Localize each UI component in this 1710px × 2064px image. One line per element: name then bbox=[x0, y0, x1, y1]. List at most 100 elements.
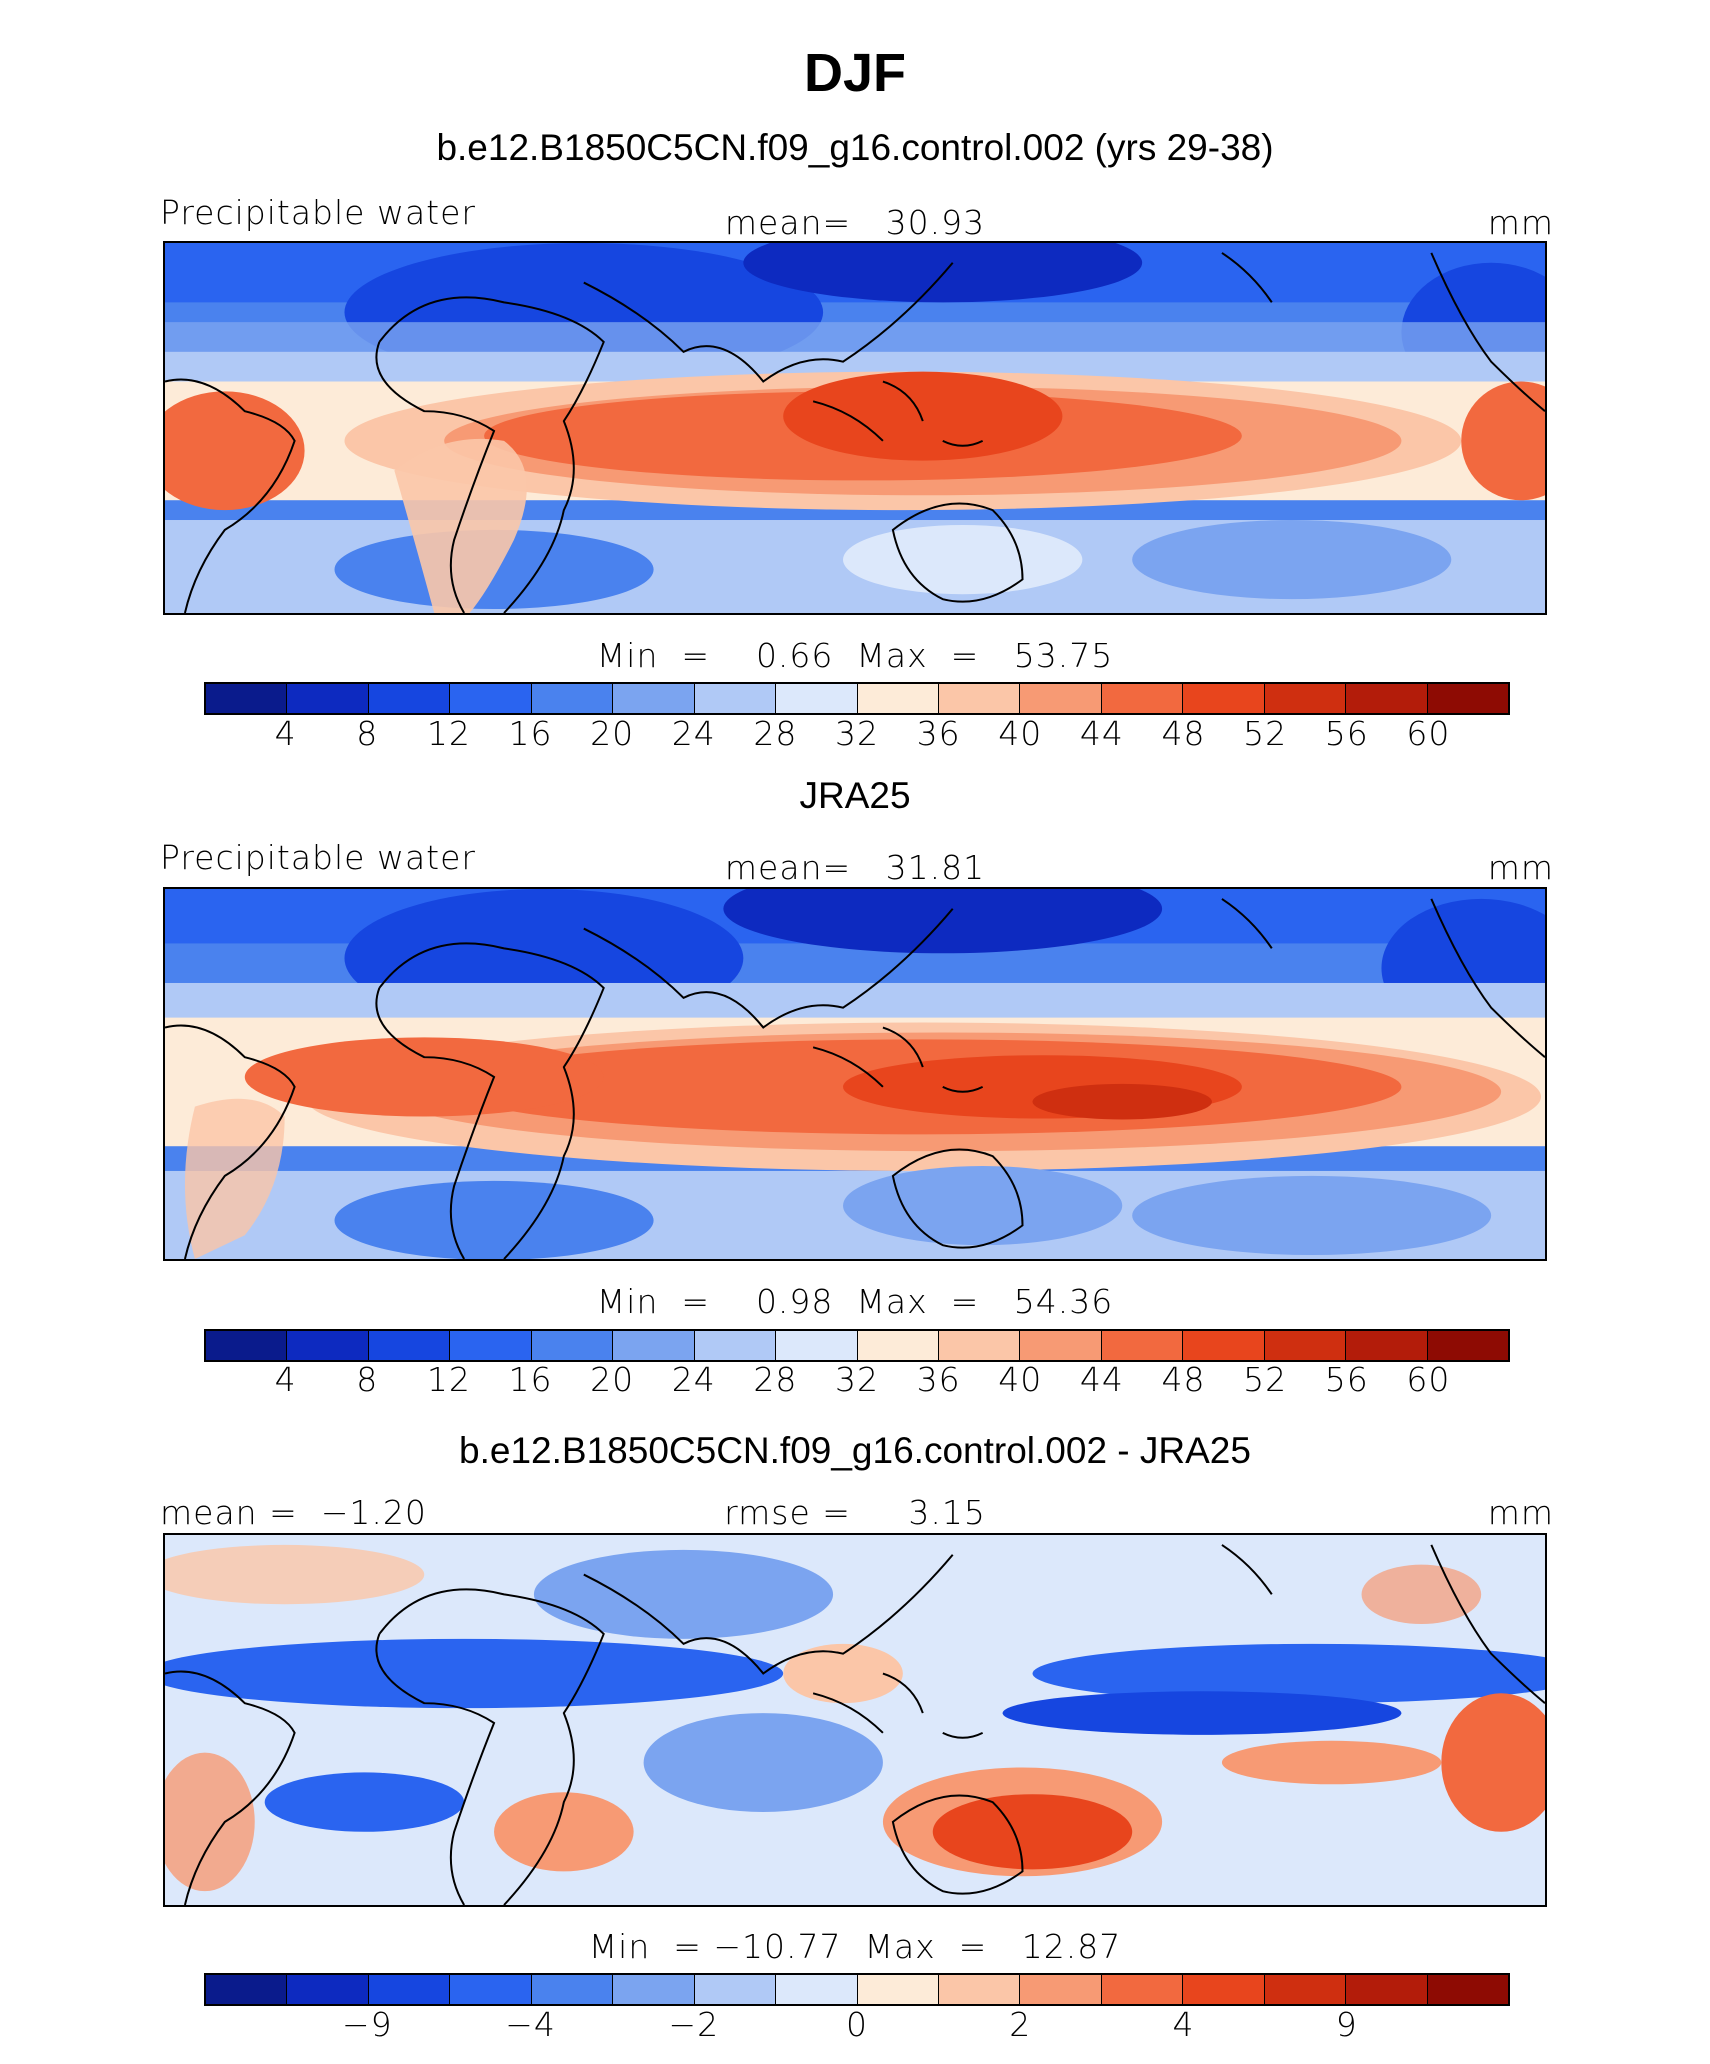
colorbar-box bbox=[1264, 1975, 1347, 2004]
panel-1-minmax: Min = 0.66 Max = 53.75 bbox=[596, 636, 1114, 675]
panel-2-colorbar bbox=[204, 1329, 1510, 1362]
colorbar-tick-label: 44 bbox=[1079, 1360, 1124, 1399]
colorbar-tick-label: 4 bbox=[274, 1360, 297, 1399]
colorbar-box bbox=[857, 1331, 939, 1360]
colorbar-box bbox=[1427, 1331, 1508, 1360]
colorbar-box bbox=[531, 1975, 614, 2004]
panel-3-minmax: Min = −10.77 Max = 12.87 bbox=[588, 1927, 1122, 1966]
colorbar-box bbox=[1427, 684, 1508, 713]
colorbar-box bbox=[450, 1975, 532, 2004]
colorbar-tick-label: 40 bbox=[998, 1360, 1043, 1399]
colorbar-tick-label: 44 bbox=[1079, 714, 1124, 753]
colorbar-tick-label: 4 bbox=[1172, 2005, 1195, 2044]
colorbar-tick-label: 36 bbox=[916, 714, 961, 753]
colorbar-box bbox=[450, 1331, 532, 1360]
colorbar-tick-label: 32 bbox=[835, 1360, 879, 1399]
colorbar-tick-label: −2 bbox=[668, 2005, 720, 2044]
panel-2-colorbar-ticks: 4 8 12 16 20 24 28 32 36 40 44 48 52 56 60 bbox=[204, 1360, 1510, 1410]
panel-1-title: b.e12.B1850C5CN.f09_g16.control.002 (yrs… bbox=[436, 127, 1274, 168]
colorbar-box bbox=[1183, 684, 1265, 713]
panel-3-colorbar-ticks: −9 −4 −2 0 2 4 9 bbox=[204, 2005, 1510, 2055]
colorbar-box bbox=[857, 1975, 939, 2004]
colorbar-box bbox=[368, 684, 451, 713]
colorbar-tick-label: 60 bbox=[1406, 714, 1451, 753]
colorbar-box bbox=[613, 684, 695, 713]
colorbar-tick-label: 40 bbox=[998, 714, 1043, 753]
colorbar-box bbox=[368, 1331, 451, 1360]
colorbar-box bbox=[1183, 1975, 1265, 2004]
colorbar-box bbox=[1346, 684, 1428, 713]
colorbar-tick-label: 36 bbox=[916, 1360, 961, 1399]
panel-1-map-svg bbox=[165, 243, 1545, 613]
panel-2-variable-label: Precipitable water bbox=[160, 838, 476, 877]
colorbar-box bbox=[1101, 1331, 1184, 1360]
colorbar-tick-label: 8 bbox=[356, 714, 379, 753]
panel-3-map-svg bbox=[165, 1535, 1545, 1905]
colorbar-tick-label: 0 bbox=[846, 2005, 868, 2044]
colorbar-tick-label: 9 bbox=[1335, 2005, 1358, 2044]
colorbar-tick-label: 32 bbox=[835, 714, 879, 753]
panel-2-minmax: Min = 0.98 Max = 54.36 bbox=[596, 1282, 1114, 1321]
colorbar-box bbox=[531, 1331, 614, 1360]
colorbar-box bbox=[1346, 1331, 1428, 1360]
colorbar-box bbox=[694, 684, 777, 713]
colorbar-tick-label: 16 bbox=[508, 714, 553, 753]
colorbar-box bbox=[1101, 1975, 1184, 2004]
colorbar-box bbox=[1427, 1975, 1508, 2004]
panel-1-variable-label: Precipitable water bbox=[160, 193, 476, 232]
colorbar-box bbox=[1020, 1975, 1102, 2004]
colorbar-tick-label: −4 bbox=[505, 2005, 556, 2044]
figure-title: DJF bbox=[803, 43, 906, 103]
colorbar-box bbox=[613, 1975, 695, 2004]
colorbar-box bbox=[287, 1975, 369, 2004]
colorbar-tick-label: 52 bbox=[1243, 1360, 1288, 1399]
colorbar-tick-label: 28 bbox=[753, 1360, 798, 1399]
panel-1-map bbox=[163, 241, 1547, 615]
colorbar-tick-label: 56 bbox=[1324, 1360, 1369, 1399]
colorbar-tick-label: 4 bbox=[274, 714, 297, 753]
colorbar-tick-label: 20 bbox=[590, 714, 635, 753]
colorbar-tick-label: 12 bbox=[426, 714, 471, 753]
colorbar-box bbox=[694, 1975, 777, 2004]
colorbar-box bbox=[938, 1331, 1021, 1360]
colorbar-tick-label: 24 bbox=[671, 1360, 716, 1399]
panel-2-units-label: mm bbox=[1487, 848, 1554, 887]
colorbar-box bbox=[368, 1975, 451, 2004]
panel-1-mean-label: mean= 30.93 bbox=[724, 203, 986, 242]
panel-2-mean-label: mean= 31.81 bbox=[724, 848, 986, 887]
colorbar-tick-label: 16 bbox=[508, 1360, 553, 1399]
colorbar-box bbox=[450, 684, 532, 713]
colorbar-box bbox=[613, 1331, 695, 1360]
colorbar-box bbox=[857, 684, 939, 713]
panel-3-units-label: mm bbox=[1487, 1493, 1554, 1532]
colorbar-tick-label: 52 bbox=[1243, 714, 1288, 753]
colorbar-box bbox=[1264, 684, 1347, 713]
colorbar-tick-label: 48 bbox=[1161, 1360, 1206, 1399]
colorbar-box bbox=[776, 1975, 858, 2004]
colorbar-box bbox=[1020, 684, 1102, 713]
colorbar-box bbox=[1101, 684, 1184, 713]
panel-3-colorbar bbox=[204, 1973, 1510, 2006]
panel-3-mean-label: mean = −1.20 bbox=[160, 1493, 427, 1532]
colorbar-box bbox=[287, 1331, 369, 1360]
panel-2-map-svg bbox=[165, 889, 1545, 1259]
colorbar-box bbox=[206, 684, 288, 713]
panel-1-units-label: mm bbox=[1487, 203, 1554, 242]
colorbar-tick-label: −9 bbox=[341, 2005, 393, 2044]
colorbar-box bbox=[287, 684, 369, 713]
panel-3-rmse-label: rmse = 3.15 bbox=[724, 1493, 986, 1532]
panel-2-map bbox=[163, 887, 1547, 1261]
panel-1-colorbar-ticks: 4 8 12 16 20 24 28 32 36 40 44 48 52 56 60 bbox=[204, 714, 1510, 764]
colorbar-tick-label: 56 bbox=[1324, 714, 1369, 753]
colorbar-box bbox=[1264, 1331, 1347, 1360]
colorbar-tick-label: 24 bbox=[671, 714, 716, 753]
colorbar-box bbox=[776, 684, 858, 713]
colorbar-box bbox=[531, 684, 614, 713]
colorbar-tick-label: 20 bbox=[590, 1360, 635, 1399]
colorbar-tick-label: 2 bbox=[1009, 2005, 1032, 2044]
colorbar-box bbox=[1183, 1331, 1265, 1360]
panel-2-title: JRA25 bbox=[799, 775, 911, 816]
colorbar-box bbox=[206, 1331, 288, 1360]
colorbar-tick-label: 12 bbox=[426, 1360, 471, 1399]
colorbar-box bbox=[1346, 1975, 1428, 2004]
